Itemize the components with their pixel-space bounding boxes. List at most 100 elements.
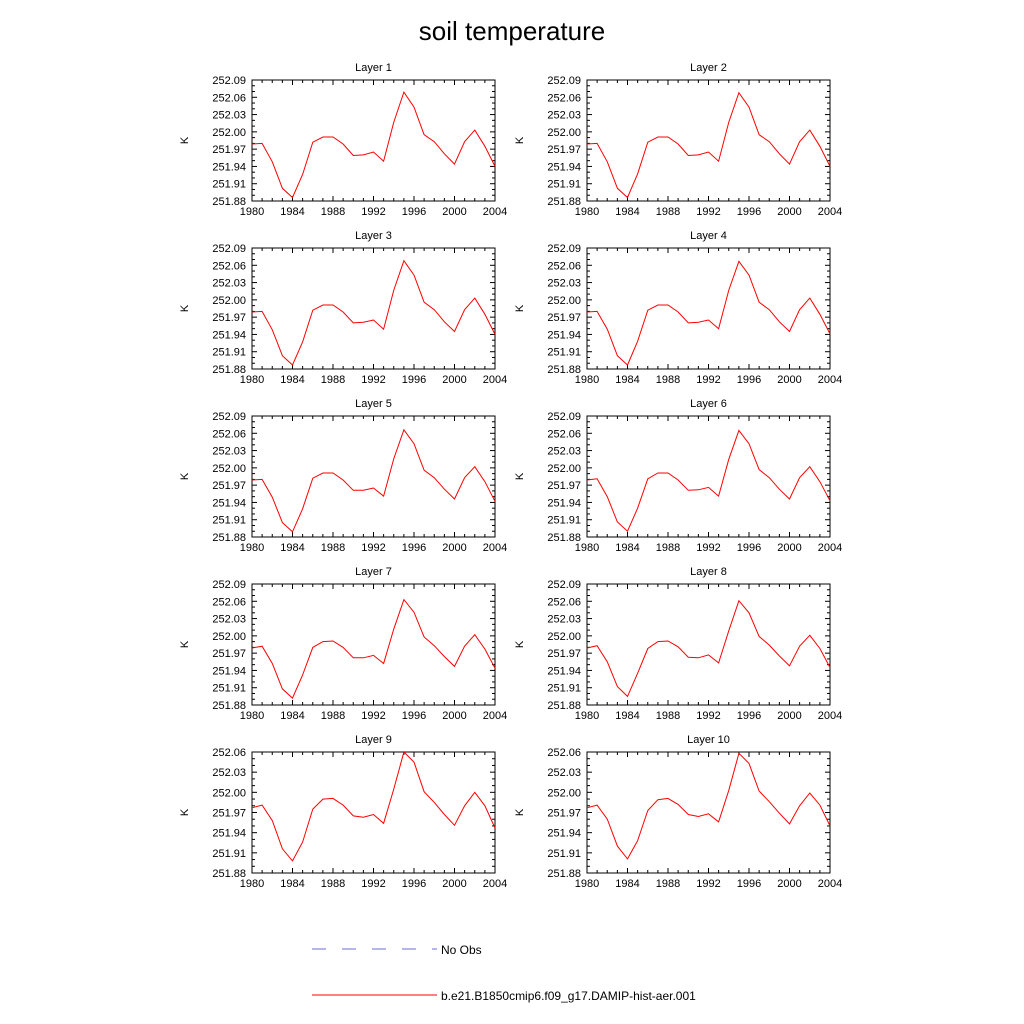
y-tick-label: 252.00: [547, 631, 581, 643]
y-tick-label: 252.09: [212, 579, 246, 591]
panel-layer-1: 1980 1984 1988 1992 1996 2000 2004 251.88 251.91…: [179, 62, 507, 218]
panel-title: Layer 6: [690, 398, 727, 410]
plot-frame: [586, 583, 831, 706]
x-tick-label: 1988: [656, 710, 680, 722]
y-axis-label: K: [514, 640, 526, 648]
x-tick-label: 1992: [696, 710, 720, 722]
y-tick-label: 251.94: [547, 828, 581, 840]
y-tick-label: 252.06: [547, 428, 581, 440]
y-tick-label: 251.91: [547, 848, 581, 860]
y-tick-label: 251.97: [212, 144, 246, 156]
y-axis-label: K: [514, 136, 526, 144]
y-tick-label: 252.00: [212, 463, 246, 475]
x-tick-label: 2000: [442, 374, 466, 386]
y-tick-label: 251.88: [212, 700, 246, 712]
panel-title: Layer 4: [690, 230, 727, 242]
y-tick-label: 251.88: [547, 532, 581, 544]
figure-title: soil temperature: [419, 16, 605, 46]
x-tick-label: 1992: [361, 206, 385, 218]
y-tick-label: 251.94: [547, 665, 581, 677]
panel-layer-7: 1980 1984 1988 1992 1996 2000 2004 251.88 251.91…: [179, 566, 507, 722]
x-tick-label: 1984: [280, 374, 304, 386]
x-tick-label: 1988: [321, 542, 345, 554]
y-tick-label: 251.97: [547, 144, 581, 156]
x-tick-label: 1980: [240, 542, 264, 554]
y-tick-label: 252.06: [212, 92, 246, 104]
panel-layer-5: 1980 1984 1988 1992 1996 2000 2004 251.88 251.91…: [179, 398, 507, 554]
y-tick-label: 251.91: [212, 848, 246, 860]
plot-frame: [251, 415, 496, 538]
y-tick-label: 252.09: [547, 411, 581, 423]
x-tick-label: 1988: [656, 878, 680, 890]
x-tick-label: 1992: [361, 878, 385, 890]
y-tick-label: 252.03: [212, 278, 246, 290]
series-line-layer-4: [586, 260, 831, 366]
x-tick-label: 2004: [818, 878, 842, 890]
x-tick-label: 1980: [575, 542, 599, 554]
x-tick-label: 2000: [442, 878, 466, 890]
x-tick-label: 1988: [656, 374, 680, 386]
x-tick-label: 2004: [483, 374, 507, 386]
y-tick-label: 251.94: [212, 329, 246, 341]
x-tick-label: 2004: [483, 542, 507, 554]
y-tick-label: 252.06: [212, 260, 246, 272]
series-line-layer-3: [251, 259, 496, 366]
panel-layer-10: 1980 1984 1988 1992 1996 2000 2004 251.88 251.91…: [514, 734, 842, 890]
x-tick-label: 1984: [615, 206, 639, 218]
plot-frame: [251, 247, 496, 370]
x-tick-label: 1992: [696, 374, 720, 386]
plot-frame: [586, 247, 831, 370]
y-tick-label: 252.06: [547, 260, 581, 272]
y-axis-label: K: [514, 304, 526, 312]
x-tick-label: 1996: [737, 710, 761, 722]
x-tick-label: 1980: [575, 206, 599, 218]
x-tick-label: 2000: [777, 374, 801, 386]
y-tick-label: 251.88: [212, 532, 246, 544]
y-tick-label: 251.91: [212, 179, 246, 191]
legend-label-no-obs: No Obs: [441, 943, 482, 957]
x-tick-label: 1988: [656, 206, 680, 218]
y-tick-label: 252.00: [212, 787, 246, 799]
panel-title: Layer 5: [355, 398, 392, 410]
x-tick-label: 1996: [737, 374, 761, 386]
x-tick-label: 2000: [442, 710, 466, 722]
panel-layer-9: 1980 1984 1988 1992 1996 2000 2004 251.88 251.91…: [179, 734, 507, 890]
x-tick-label: 1984: [615, 878, 639, 890]
y-tick-label: 251.88: [547, 196, 581, 208]
panels: 1980 1984 1988 1992 1996 2000 2004 251.88 251.91…: [179, 62, 842, 890]
series-line-layer-1: [251, 90, 496, 199]
y-tick-label: 251.97: [547, 648, 581, 660]
y-tick-label: 251.88: [547, 700, 581, 712]
y-tick-label: 251.88: [547, 364, 581, 376]
x-tick-label: 2004: [818, 374, 842, 386]
y-tick-label: 252.00: [212, 127, 246, 139]
y-tick-label: 252.03: [547, 278, 581, 290]
y-tick-label: 252.09: [547, 243, 581, 255]
y-tick-label: 251.88: [547, 868, 581, 880]
y-axis-label: K: [514, 472, 526, 480]
y-tick-label: 252.06: [212, 596, 246, 608]
x-tick-label: 1996: [737, 878, 761, 890]
series-line-layer-10: [586, 752, 831, 860]
x-tick-label: 1992: [361, 374, 385, 386]
y-tick-label: 251.88: [212, 868, 246, 880]
y-tick-label: 251.97: [212, 808, 246, 820]
x-tick-label: 1992: [361, 710, 385, 722]
y-tick-label: 251.97: [547, 312, 581, 324]
y-tick-label: 252.09: [212, 243, 246, 255]
y-tick-label: 252.09: [212, 75, 246, 87]
series-line-layer-8: [586, 599, 831, 698]
x-tick-label: 2004: [818, 542, 842, 554]
panel-layer-3: 1980 1984 1988 1992 1996 2000 2004 251.88 251.91…: [179, 230, 507, 386]
y-tick-label: 252.09: [547, 579, 581, 591]
y-tick-label: 251.97: [212, 480, 246, 492]
y-axis-label: K: [179, 472, 191, 480]
legend-label-model: b.e21.B1850cmip6.f09_g17.DAMIP-hist-aer.…: [441, 989, 696, 1003]
x-tick-label: 1996: [737, 206, 761, 218]
x-tick-label: 2004: [818, 206, 842, 218]
x-tick-label: 2000: [442, 542, 466, 554]
x-tick-label: 1980: [575, 878, 599, 890]
y-tick-label: 252.00: [547, 127, 581, 139]
x-tick-label: 1984: [280, 206, 304, 218]
y-tick-label: 252.03: [547, 614, 581, 626]
